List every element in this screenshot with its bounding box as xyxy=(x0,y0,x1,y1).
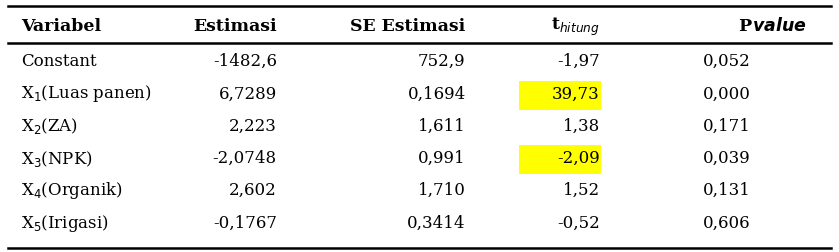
Text: 0,171: 0,171 xyxy=(703,118,751,135)
Text: 0,052: 0,052 xyxy=(703,53,751,70)
Text: -2,09: -2,09 xyxy=(557,150,600,167)
Text: X$_2$(ZA): X$_2$(ZA) xyxy=(21,116,78,136)
Text: 752,9: 752,9 xyxy=(418,53,466,70)
Text: 0,991: 0,991 xyxy=(418,150,466,167)
Text: 1,611: 1,611 xyxy=(418,118,466,135)
Text: -0,1767: -0,1767 xyxy=(213,214,277,232)
Text: P: P xyxy=(737,18,751,35)
Text: X$_3$(NPK): X$_3$(NPK) xyxy=(21,148,92,169)
Text: X$_1$(Luas panen): X$_1$(Luas panen) xyxy=(21,83,152,105)
Text: Variabel: Variabel xyxy=(21,18,102,35)
Text: 1,38: 1,38 xyxy=(563,118,600,135)
Text: -2,0748: -2,0748 xyxy=(213,150,277,167)
Text: Estimasi: Estimasi xyxy=(193,18,277,35)
Text: 0,1694: 0,1694 xyxy=(408,85,466,103)
Text: 0,039: 0,039 xyxy=(703,150,751,167)
Text: 0,131: 0,131 xyxy=(703,182,751,199)
Text: 39,73: 39,73 xyxy=(552,85,600,103)
Text: -1,97: -1,97 xyxy=(557,53,600,70)
Text: 2,602: 2,602 xyxy=(229,182,277,199)
Text: 0,000: 0,000 xyxy=(703,85,751,103)
Text: t$_{hitung}$: t$_{hitung}$ xyxy=(551,15,600,38)
Text: -0,52: -0,52 xyxy=(557,214,600,232)
Text: 1,710: 1,710 xyxy=(418,182,466,199)
Text: Constant: Constant xyxy=(21,53,96,70)
Text: SE Estimasi: SE Estimasi xyxy=(351,18,466,35)
Text: $\mathbfit{value}$: $\mathbfit{value}$ xyxy=(752,17,806,36)
Text: 0,606: 0,606 xyxy=(703,214,751,232)
Text: -1482,6: -1482,6 xyxy=(213,53,277,70)
FancyBboxPatch shape xyxy=(519,81,601,110)
FancyBboxPatch shape xyxy=(519,145,601,174)
Text: X$_5$(Irigasi): X$_5$(Irigasi) xyxy=(21,212,109,234)
Text: 2,223: 2,223 xyxy=(229,118,277,135)
Text: 6,7289: 6,7289 xyxy=(219,85,277,103)
Text: X$_4$(Organik): X$_4$(Organik) xyxy=(21,180,122,201)
Text: 0,3414: 0,3414 xyxy=(407,214,466,232)
Text: 1,52: 1,52 xyxy=(563,182,600,199)
